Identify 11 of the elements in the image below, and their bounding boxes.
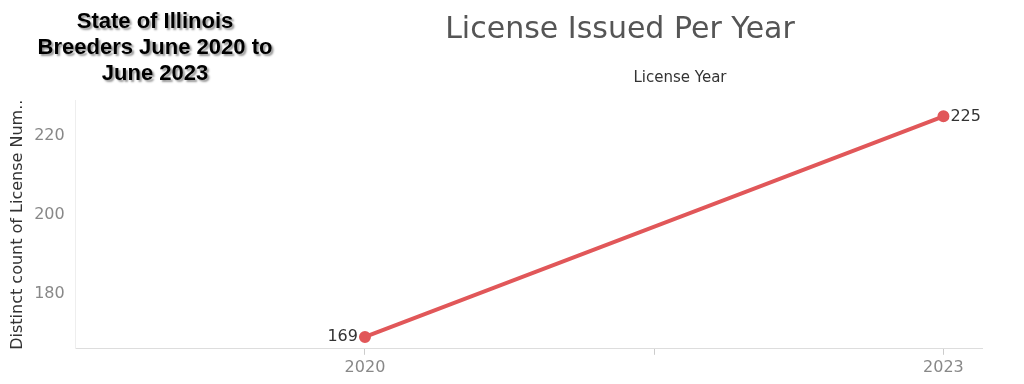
x-axis-title: License Year [632, 68, 728, 86]
y-axis-title: Distinct count of License Num.. [6, 99, 26, 350]
data-label: 225 [950, 105, 981, 125]
y-tick-label: 200 [34, 204, 65, 224]
chart-subtitle: State of Illinois Breeders June 2020 to June 2023 [36, 8, 274, 86]
chart-title: License Issued Per Year [444, 10, 796, 45]
x-tick-label: 2023 [923, 356, 964, 376]
y-tick-label: 220 [34, 125, 65, 145]
x-tick-label: 2020 [344, 356, 386, 376]
data-label: 169 [327, 326, 358, 346]
y-tick-label: 180 [34, 282, 65, 302]
